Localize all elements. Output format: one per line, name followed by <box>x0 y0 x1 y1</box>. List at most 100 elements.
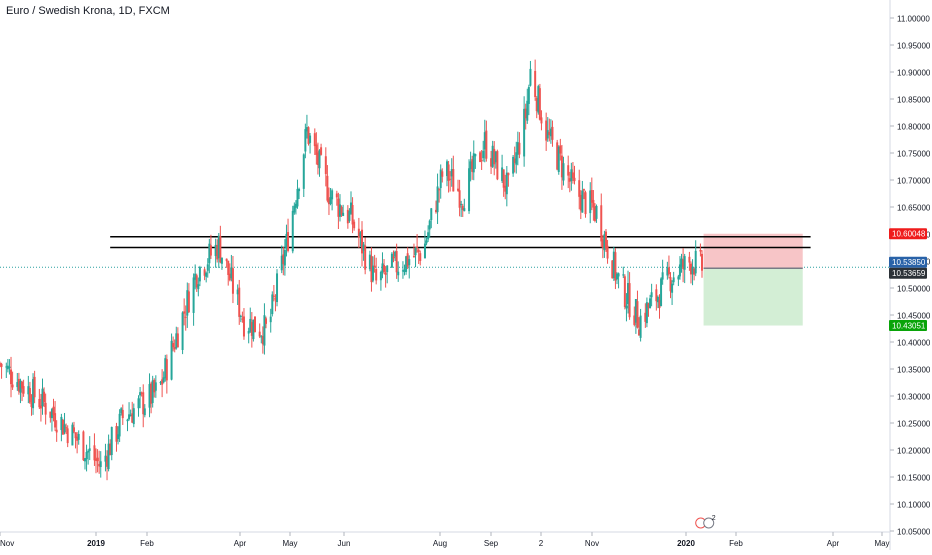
candle-body <box>296 188 299 207</box>
price-axis-tick-label: 10.10000 <box>897 501 931 510</box>
candle-body <box>83 458 86 462</box>
price-axis-label: 10.43051 <box>892 322 926 331</box>
candle-body <box>390 253 393 268</box>
candle-body <box>581 190 584 213</box>
candle-body <box>381 263 384 273</box>
price-axis-label: 10.53850 <box>892 258 926 267</box>
candle-body <box>449 178 452 180</box>
candle-body <box>529 68 532 86</box>
price-axis-tick-label: 10.20000 <box>897 447 931 456</box>
candle-body <box>181 312 184 350</box>
candle-body <box>298 188 301 192</box>
candle-body <box>52 406 55 416</box>
candle-body <box>515 152 518 165</box>
candle-body <box>38 398 41 408</box>
candle-body <box>60 416 63 431</box>
candle-body <box>331 190 334 200</box>
candle-body <box>340 206 343 215</box>
candle-body <box>260 336 263 338</box>
candle-body <box>600 205 603 242</box>
candle-body <box>504 185 507 192</box>
candle-body <box>164 358 167 379</box>
price-axis-label: 10.53659 <box>892 269 926 278</box>
candle-body <box>271 294 274 315</box>
candle-body <box>44 402 47 415</box>
candle-body <box>557 146 560 172</box>
candle-body <box>71 424 74 446</box>
candle-body <box>77 433 80 440</box>
candle-body <box>419 253 422 261</box>
candle-body <box>622 274 625 276</box>
candle-body <box>639 315 642 338</box>
candle-body <box>661 272 664 280</box>
candle-body <box>405 256 408 272</box>
candle-body <box>93 445 96 461</box>
candle-body <box>482 150 485 159</box>
candle-body <box>175 333 178 349</box>
candle-body <box>139 392 142 396</box>
candle-body <box>526 100 529 121</box>
candle-body <box>61 419 64 435</box>
candle-body <box>172 343 175 348</box>
candle-body <box>683 256 686 270</box>
price-axis-tick-label: 10.15000 <box>897 474 931 483</box>
candle-body <box>282 254 285 265</box>
candle-body <box>549 128 552 137</box>
candle-body <box>209 245 212 256</box>
candle-body <box>117 434 120 440</box>
candle-body <box>106 456 109 467</box>
candle-body <box>22 386 25 394</box>
candle-body <box>617 273 620 277</box>
candle-body <box>672 277 675 283</box>
candle-body <box>551 126 554 140</box>
candle-body <box>214 244 217 257</box>
candle-body <box>601 239 604 248</box>
candle-body <box>186 290 189 316</box>
candle-body <box>187 291 190 313</box>
price-axis-tick-label: 10.90000 <box>897 69 931 78</box>
candle-body <box>208 243 211 264</box>
candle-body <box>408 259 411 266</box>
candle-body <box>362 244 365 251</box>
candle-body <box>612 251 615 279</box>
candle-body <box>173 347 176 350</box>
candle-body <box>439 169 442 189</box>
price-axis-tick-label: 10.50000 <box>897 285 931 294</box>
candle-body <box>316 152 319 165</box>
candle-body <box>238 287 241 317</box>
candle-body <box>170 340 173 380</box>
position-stop-zone <box>703 233 803 269</box>
candle-body <box>151 380 154 404</box>
candle-body <box>627 283 630 305</box>
candle-body <box>63 424 66 433</box>
time-axis-tick-label: 2 <box>539 539 544 548</box>
candle-body <box>688 256 691 263</box>
candle-body <box>206 264 209 271</box>
price-axis-tick-label: 10.65000 <box>897 204 931 213</box>
candle-body <box>649 298 652 309</box>
candle-body <box>54 413 57 428</box>
candle-body <box>615 273 618 280</box>
candle-body <box>438 189 441 191</box>
candle-body <box>485 130 488 159</box>
candle-body <box>285 233 288 249</box>
candle-body <box>104 455 107 462</box>
candle-body <box>512 156 515 174</box>
candle-body <box>518 142 521 155</box>
candle-body <box>43 391 46 403</box>
candle-body <box>395 251 398 273</box>
candle-body <box>579 194 582 211</box>
candle-body <box>589 190 592 214</box>
candle-body <box>320 147 323 155</box>
candle-body <box>107 443 110 470</box>
candle-body <box>507 172 510 176</box>
candle-body <box>472 153 475 173</box>
candle-body <box>252 319 255 340</box>
candle-body <box>236 289 239 295</box>
candle-body <box>110 427 113 455</box>
candle-body <box>370 255 373 283</box>
candle-body <box>611 260 614 279</box>
candle-body <box>546 130 549 139</box>
candle-body <box>364 245 367 270</box>
